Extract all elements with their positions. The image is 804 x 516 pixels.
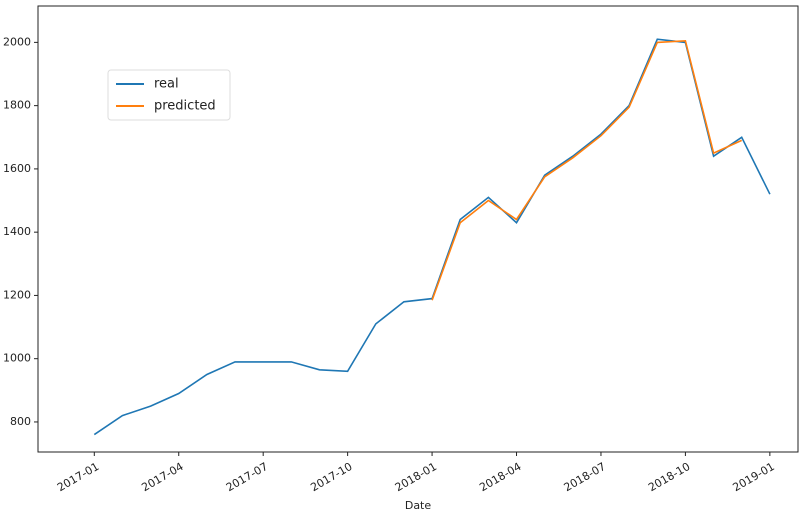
y-tick-label: 1200 — [3, 288, 31, 301]
x-tick-label: 2019-01 — [731, 460, 777, 494]
x-tick-label: 2018-04 — [477, 460, 523, 494]
x-tick-label: 2018-10 — [646, 460, 692, 494]
line-series — [431, 39, 743, 301]
y-tick-label: 2000 — [3, 35, 31, 48]
x-tick-label: 2018-01 — [393, 460, 439, 494]
legend-box — [107, 69, 231, 121]
y-tick-label: 800 — [10, 415, 31, 428]
y-tick-label: 1000 — [3, 352, 31, 365]
legend-label: real — [154, 77, 179, 92]
x-tick-label: 2017-04 — [139, 460, 185, 494]
x-tick-label: 2018-07 — [562, 460, 608, 494]
y-tick-label: 1800 — [3, 99, 31, 112]
y-tick-label: 1400 — [3, 225, 31, 238]
x-tick-label: 2017-01 — [55, 460, 101, 494]
legend-label: predicted — [154, 99, 216, 114]
y-tick-label: 1600 — [3, 162, 31, 175]
x-tick-label: 2017-07 — [224, 460, 270, 494]
plot-frame — [37, 5, 799, 453]
x-tick-label: 2017-10 — [308, 460, 354, 494]
x-axis-label: Date — [405, 499, 432, 512]
